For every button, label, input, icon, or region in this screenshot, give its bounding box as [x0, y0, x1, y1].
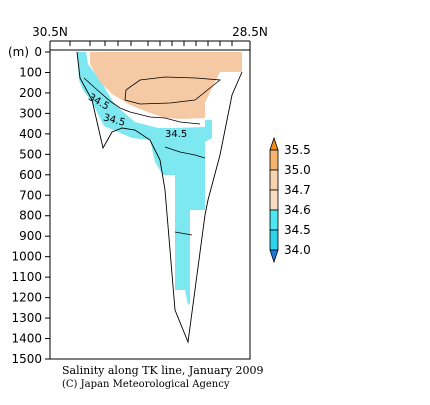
y-tick-label: 0	[34, 45, 42, 59]
y-tick-label: 1100	[11, 270, 42, 284]
y-axis-unit: (m)	[8, 45, 29, 59]
y-tick-label: 1500	[11, 352, 42, 366]
legend-segment	[269, 229, 279, 251]
legend-label: 34.7	[284, 183, 311, 197]
legend-segment	[269, 169, 279, 191]
lat-label-right: 28.5N	[232, 25, 268, 39]
y-tick-label: 1400	[11, 332, 42, 346]
station-ticks	[49, 40, 251, 50]
legend-colorbar: 35.5 35.0 34.7 34.6 34.5 34.0	[269, 136, 311, 264]
legend-label: 34.0	[284, 243, 311, 257]
y-tick-label: 1300	[11, 311, 42, 325]
salinity-fill-high	[90, 52, 242, 119]
contour-lines	[83, 76, 222, 236]
legend-label: 34.5	[284, 223, 311, 237]
y-axis-ticks: 0 100 200 300 400 500 600 700 800 900 1000 1100 1200…	[11, 45, 50, 366]
y-tick-label: 300	[19, 106, 42, 120]
legend-segment	[269, 149, 279, 171]
y-tick-label: 1000	[11, 250, 42, 264]
legend-segment	[269, 209, 279, 231]
legend-arrow-top	[269, 136, 279, 151]
plot-frame	[49, 49, 251, 360]
legend-label: 34.6	[284, 203, 311, 217]
contour-label-3: 34.5	[165, 129, 187, 140]
y-tick-label: 1200	[11, 291, 42, 305]
y-tick-label: 500	[19, 147, 42, 161]
y-tick-label: 400	[19, 127, 42, 141]
y-tick-label: 900	[19, 229, 42, 243]
y-tick-label: 700	[19, 188, 42, 202]
salinity-fill-low	[77, 52, 212, 305]
y-tick-label: 200	[19, 86, 42, 100]
y-tick-label: 800	[19, 209, 42, 223]
bottom-topography	[76, 51, 243, 344]
legend-label: 35.5	[284, 143, 311, 157]
legend-arrow-bottom	[269, 249, 279, 264]
chart-credit: (C) Japan Meteorological Agency	[62, 379, 230, 390]
y-tick-label: 100	[19, 65, 42, 79]
legend-label: 35.0	[284, 163, 311, 177]
chart-title: Salinity along TK line, January 2009	[62, 364, 264, 377]
y-tick-label: 600	[19, 168, 42, 182]
lat-label-left: 30.5N	[32, 25, 68, 39]
legend-segment	[269, 189, 279, 211]
